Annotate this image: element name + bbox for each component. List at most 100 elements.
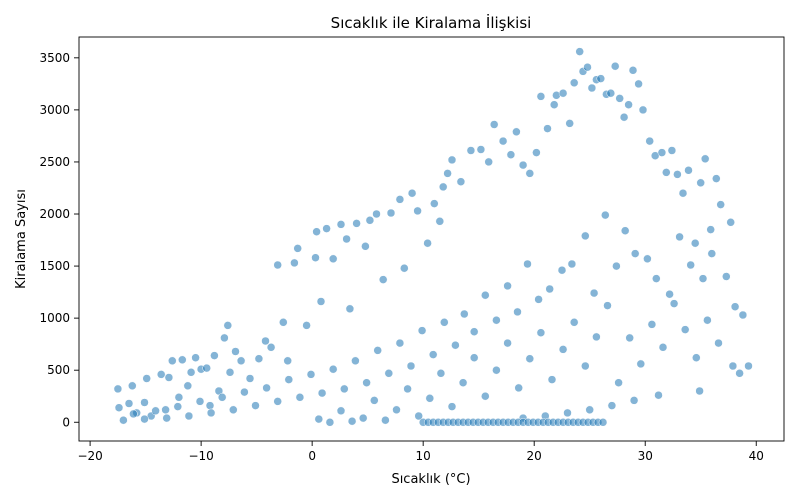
data-point [392, 405, 401, 415]
data-point [456, 177, 466, 186]
data-point [569, 318, 579, 327]
y-tick-label: 3000 [39, 103, 70, 117]
data-point [558, 345, 568, 354]
data-point [738, 310, 748, 320]
data-point [302, 321, 311, 330]
data-point [225, 368, 235, 377]
data-point [361, 242, 370, 251]
data-point [603, 301, 612, 310]
data-point [340, 384, 349, 394]
data-point [476, 145, 486, 154]
data-point [512, 127, 521, 137]
y-axis-label: Kiralama Sayısı [14, 189, 29, 289]
data-point [657, 148, 667, 157]
data-point [378, 275, 388, 284]
data-point [381, 415, 390, 425]
data-point [532, 148, 541, 157]
data-point [229, 405, 238, 415]
data-point [220, 333, 229, 343]
data-point [722, 272, 731, 281]
data-point [362, 378, 371, 387]
data-point [406, 361, 416, 371]
data-point [124, 399, 134, 408]
data-point [612, 261, 621, 271]
data-point [435, 217, 445, 226]
data-point [506, 150, 516, 159]
data-point [643, 254, 652, 264]
x-tick-label: −10 [188, 449, 213, 463]
data-point [173, 402, 183, 411]
data-point [589, 288, 599, 298]
y-tick-label: 2500 [39, 155, 70, 169]
data-point [634, 79, 643, 89]
data-point [492, 315, 501, 325]
y-tick-label: 1000 [39, 311, 70, 325]
y-tick-label: 2000 [39, 207, 70, 221]
data-point [678, 188, 688, 198]
data-point [610, 61, 620, 71]
data-point [312, 227, 321, 236]
data-point [311, 253, 320, 262]
data-point [317, 388, 327, 398]
data-point [345, 304, 355, 314]
data-point [191, 353, 200, 362]
data-point [140, 398, 149, 407]
data-point [358, 413, 368, 423]
data-point [706, 225, 715, 234]
x-tick-label: −20 [77, 449, 102, 463]
data-point [636, 359, 646, 369]
data-point [295, 393, 305, 402]
y-tick-label: 3500 [39, 51, 70, 65]
data-point [328, 254, 338, 264]
data-point [168, 356, 177, 366]
data-point [669, 299, 679, 308]
data-point [164, 373, 174, 382]
data-point [266, 343, 276, 352]
data-point [695, 386, 704, 396]
data-point [707, 249, 717, 258]
x-tick-label: 0 [308, 449, 316, 463]
data-point [261, 336, 270, 346]
data-point [407, 188, 417, 198]
data-point [428, 350, 438, 359]
data-point [629, 396, 639, 405]
data-point [114, 403, 124, 412]
data-point [698, 274, 708, 283]
data-point [316, 297, 326, 306]
data-point [352, 219, 361, 228]
data-point [667, 146, 677, 155]
data-point [417, 326, 427, 335]
data-point [489, 120, 499, 129]
data-point [583, 62, 592, 72]
data-point [262, 383, 271, 393]
data-point [484, 157, 493, 167]
data-point [151, 406, 160, 416]
data-point [534, 295, 543, 304]
data-point [325, 418, 335, 427]
data-point [451, 340, 460, 350]
data-point [503, 281, 512, 291]
data-point [342, 234, 351, 244]
x-axis: −20 −10 0 10 20 30 40 [77, 441, 764, 463]
data-point [119, 415, 128, 425]
data-point [628, 66, 638, 75]
data-point [217, 393, 227, 402]
data-point [607, 401, 617, 410]
points-layer [113, 47, 753, 427]
data-point [202, 363, 211, 373]
data-point [223, 321, 233, 330]
data-point [703, 315, 712, 325]
data-point [440, 318, 449, 327]
data-point [306, 370, 316, 379]
data-point [413, 206, 422, 216]
data-point [620, 226, 630, 235]
data-point [730, 302, 740, 311]
data-point [438, 182, 448, 192]
data-point [735, 369, 744, 378]
data-point [336, 406, 346, 416]
data-point [328, 364, 338, 374]
data-point [624, 100, 633, 109]
data-point [284, 375, 294, 384]
data-point [178, 355, 187, 365]
data-point [205, 401, 215, 410]
